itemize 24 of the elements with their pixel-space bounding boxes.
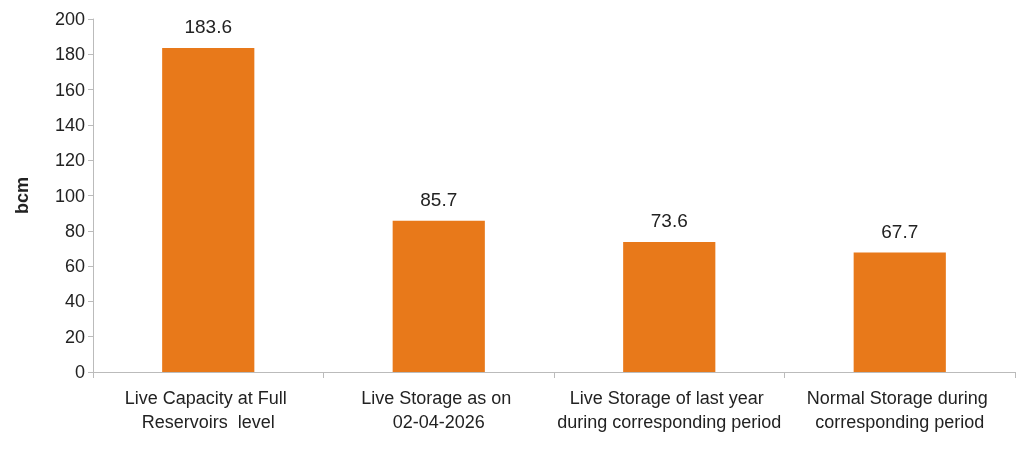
y-axis-title: bcm: [12, 176, 32, 215]
x-tick-label: Live Storage of last year during corresponding period: [557, 388, 782, 432]
data-label: 67.7: [881, 220, 919, 242]
y-tick-label: 160: [54, 79, 85, 100]
y-tick-label: 0: [74, 362, 85, 382]
x-tick-label: Live Storage as on 02-04-2026: [361, 388, 517, 432]
y-tick-label: 100: [54, 185, 85, 206]
y-tick-label: 120: [54, 150, 85, 171]
bar: [623, 242, 716, 372]
data-label: 85.7: [420, 188, 458, 210]
y-tick-label: 200: [54, 9, 85, 29]
y-tick-label: 20: [64, 326, 85, 347]
y-tick-label: 40: [64, 291, 85, 312]
bar: [853, 252, 946, 372]
y-tick-label: 60: [64, 256, 85, 277]
data-label: 73.6: [650, 210, 688, 232]
bar: [162, 47, 255, 372]
x-tick-label: Live Capacity at Full Reservoirs level: [124, 388, 292, 432]
y-tick-label: 180: [54, 44, 85, 65]
bar: [392, 220, 485, 372]
y-tick-label: 80: [64, 220, 85, 241]
y-tick-label: 140: [54, 114, 85, 135]
data-label: 183.6: [184, 15, 233, 37]
x-tick-label: Normal Storage during corresponding period: [806, 388, 993, 432]
